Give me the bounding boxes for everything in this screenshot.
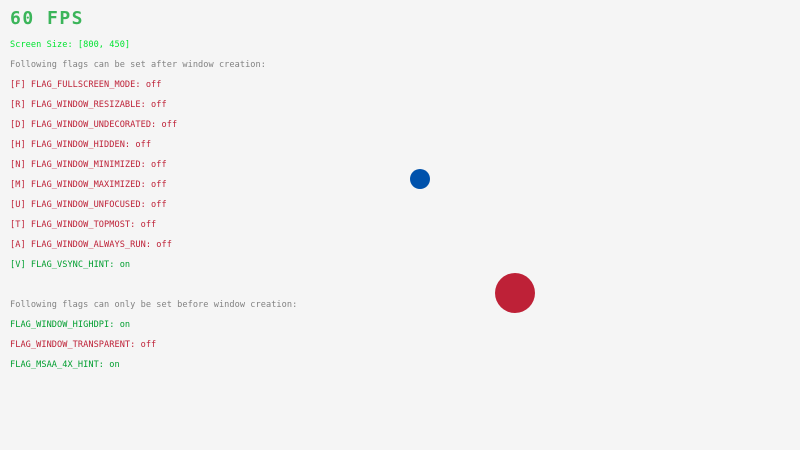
bouncing-ball-small <box>410 169 430 189</box>
flag-label: [N] FLAG_WINDOW_MINIMIZED: <box>10 160 152 170</box>
flag-state: off <box>151 160 167 170</box>
flag-state: off <box>140 340 157 350</box>
fps-counter: 60 FPS <box>10 8 85 29</box>
flag-state: off <box>151 100 167 110</box>
flag-item: [H] FLAG_WINDOW_HIDDEN: off <box>10 140 151 150</box>
moving-circle-large <box>495 273 535 313</box>
flag-item: [A] FLAG_WINDOW_ALWAYS_RUN: off <box>10 240 172 250</box>
flag-state: off <box>151 180 167 190</box>
flag-state: off <box>151 200 167 210</box>
flag-item: FLAG_WINDOW_HIGHDPI: on <box>10 320 130 330</box>
flag-item: [V] FLAG_VSYNC_HINT: on <box>10 260 130 270</box>
flag-label: FLAG_WINDOW_HIGHDPI: <box>10 320 120 330</box>
before-creation-heading: Following flags can only be set before w… <box>10 300 298 310</box>
flag-label: [U] FLAG_WINDOW_UNFOCUSED: <box>10 200 152 210</box>
flag-label: [T] FLAG_WINDOW_TOPMOST: <box>10 220 141 230</box>
flag-label: FLAG_WINDOW_TRANSPARENT: <box>10 340 141 350</box>
flag-state: on <box>119 320 131 330</box>
flag-item: [D] FLAG_WINDOW_UNDECORATED: off <box>10 120 177 130</box>
flag-label: [H] FLAG_WINDOW_HIDDEN: <box>10 140 136 150</box>
flag-item: FLAG_MSAA_4X_HINT: on <box>10 360 120 370</box>
screen-size-text: Screen Size: [800, 450] <box>10 40 131 50</box>
flag-state: off <box>140 220 157 230</box>
flag-state: off <box>156 240 172 250</box>
flag-state: off <box>135 140 152 150</box>
flag-label: [V] FLAG_VSYNC_HINT: <box>10 260 120 270</box>
flag-label: [R] FLAG_WINDOW_RESIZABLE: <box>10 100 152 110</box>
flag-item: [U] FLAG_WINDOW_UNFOCUSED: off <box>10 200 167 210</box>
flag-label: [D] FLAG_WINDOW_UNDECORATED: <box>10 120 162 130</box>
flag-label: [A] FLAG_WINDOW_ALWAYS_RUN: <box>10 240 157 250</box>
flag-label: [M] FLAG_WINDOW_MAXIMIZED: <box>10 180 152 190</box>
flag-item: FLAG_WINDOW_TRANSPARENT: off <box>10 340 156 350</box>
flag-state: off <box>145 80 162 90</box>
flag-item: [M] FLAG_WINDOW_MAXIMIZED: off <box>10 180 167 190</box>
flag-state: on <box>119 260 131 270</box>
flag-state: off <box>161 120 178 130</box>
flag-label: FLAG_MSAA_4X_HINT: <box>10 360 110 370</box>
flag-label: [F] FLAG_FULLSCREEN_MODE: <box>10 80 146 90</box>
flag-item: [F] FLAG_FULLSCREEN_MODE: off <box>10 80 162 90</box>
flag-item: [T] FLAG_WINDOW_TOPMOST: off <box>10 220 156 230</box>
after-creation-heading: Following flags can be set after window … <box>10 60 266 70</box>
flag-item: [R] FLAG_WINDOW_RESIZABLE: off <box>10 100 167 110</box>
flag-state: on <box>109 360 120 370</box>
flag-item: [N] FLAG_WINDOW_MINIMIZED: off <box>10 160 167 170</box>
